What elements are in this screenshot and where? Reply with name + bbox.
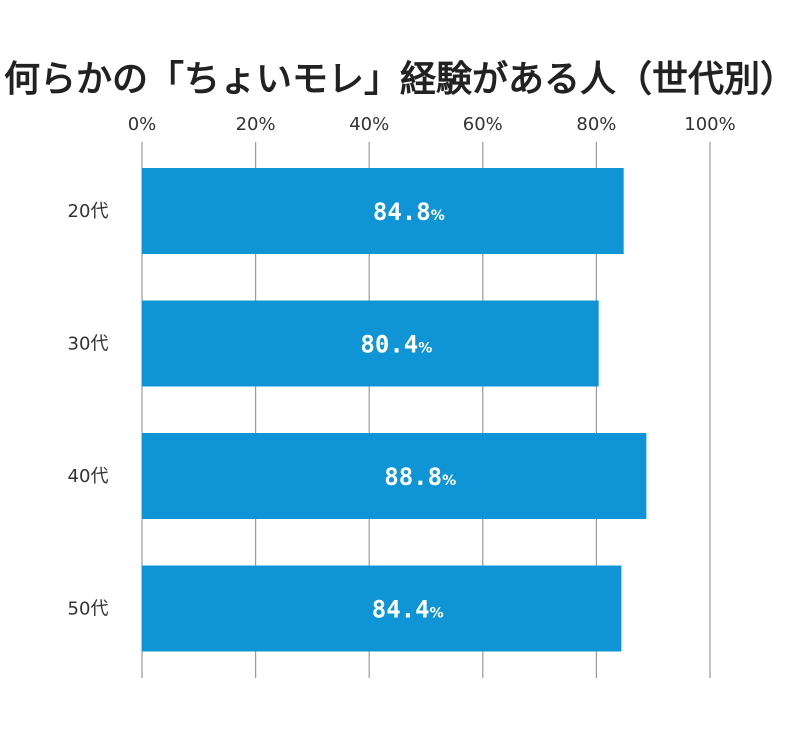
x-axis-ticks: 0% 20% 40% 60% 80% 100% [128, 114, 736, 135]
bars [142, 168, 647, 652]
data-label-unit: % [442, 473, 456, 489]
bar [142, 565, 622, 652]
data-label-unit: % [418, 341, 432, 357]
x-tick-label: 80% [576, 114, 616, 135]
x-tick-label: 0% [128, 114, 157, 135]
x-tick-label: 20% [236, 114, 276, 135]
bar [142, 168, 624, 254]
data-label-value: 84.4 [372, 596, 430, 624]
chart-title: 何らかの「ちょいモレ」経験がある人（世代別） [3, 59, 796, 100]
bar [142, 433, 647, 519]
category-label: 40代 [68, 466, 109, 487]
y-axis-categories: 20代 30代 40代 50代 [68, 201, 109, 620]
x-tick-label: 40% [349, 114, 389, 135]
bar [142, 300, 599, 387]
data-label-value: 84.8 [373, 198, 431, 226]
x-tick-label: 100% [684, 114, 735, 135]
category-label: 30代 [68, 334, 109, 355]
data-label-unit: % [431, 208, 445, 224]
data-label: 84.4% [372, 596, 444, 624]
x-tick-label: 60% [463, 114, 503, 135]
data-labels: 84.8%80.4%88.8%84.4% [360, 198, 456, 624]
data-label: 84.8% [373, 198, 445, 226]
data-label: 88.8% [384, 463, 456, 491]
data-label-unit: % [430, 606, 444, 622]
data-label-value: 88.8 [384, 463, 442, 491]
category-label: 20代 [68, 201, 109, 222]
data-label: 80.4% [360, 331, 432, 359]
category-label: 50代 [68, 599, 109, 620]
data-label-value: 80.4 [360, 331, 418, 359]
